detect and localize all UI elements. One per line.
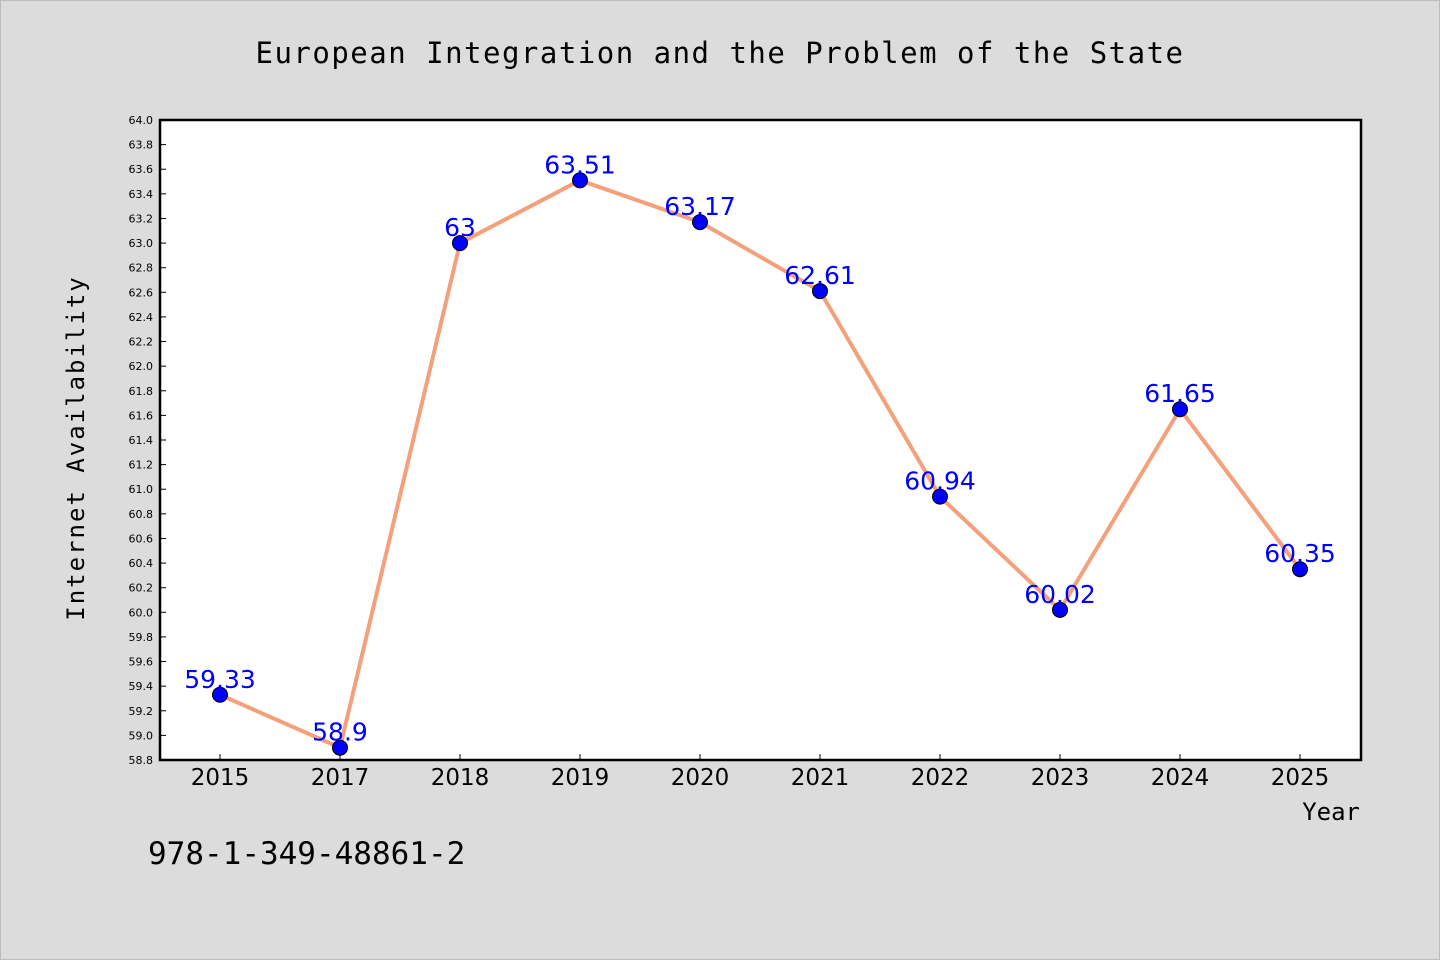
y-tick-label: 62.8 [129,262,154,275]
y-tick-label: 63.2 [129,212,154,225]
x-tick-label: 2015 [191,765,250,791]
data-label: 63 [444,213,476,242]
y-tick-label: 58.8 [129,754,154,767]
y-tick-label: 63.0 [129,237,154,250]
y-tick-label: 60.0 [129,606,154,619]
data-point [332,739,348,756]
x-tick-label: 2022 [911,765,970,791]
y-tick-label: 63.8 [129,139,154,152]
y-tick-label: 60.4 [129,557,154,570]
series-line [218,178,1302,750]
data-label: 59.33 [184,665,256,694]
data-point [932,488,948,505]
data-point [572,172,588,189]
x-axis-label: Year [1302,798,1360,826]
x-tick-label: 2021 [791,765,850,791]
y-tick-label: 63.4 [129,188,154,201]
data-point [452,235,468,252]
y-axis-label: Internet Availability [62,275,90,620]
y-tick-label: 59.6 [129,656,154,669]
x-tick-label: 2018 [431,765,490,791]
y-tick-label: 63.6 [129,163,154,176]
data-point [812,283,828,300]
y-tick-label: 64.0 [129,114,154,127]
y-tick-label: 60.6 [129,532,154,545]
y-tick-label: 59.0 [129,729,154,742]
plot-area [160,120,1361,760]
data-point [692,214,708,231]
y-tick-label: 59.8 [129,631,154,644]
y-tick-label: 61.4 [129,434,154,447]
data-label: 61.65 [1144,379,1216,408]
x-tick-label: 2023 [1031,765,1090,791]
isbn-text: 978-1-349-48861-2 [148,836,465,872]
y-tick-label: 59.2 [129,705,154,718]
data-label: 62.61 [784,261,856,290]
y-axis: 58.8 59.0 59.2 59.4 59.6 59.8 60.0 60.2 60.4 60.6… [129,114,166,767]
data-point [212,686,228,703]
y-tick-label: 62.0 [129,360,154,373]
series-layer: 59.33 58.9 63 63.51 63.17 62.61 60.94 60.02 61.6… [184,150,1336,756]
x-tick-label: 2024 [1151,765,1210,791]
data-point [1172,401,1188,418]
data-label: 60.02 [1024,580,1096,609]
data-point [1292,561,1308,578]
y-tick-label: 59.4 [129,680,154,693]
y-tick-label: 60.8 [129,508,154,521]
y-tick-label: 62.4 [129,311,154,324]
data-label: 60.94 [904,467,976,496]
y-tick-label: 60.2 [129,582,154,595]
x-tick-label: 2019 [551,765,610,791]
data-point [1052,601,1068,618]
chart-title: European Integration and the Problem of … [255,36,1184,70]
y-tick-label: 61.2 [129,459,154,472]
data-label: 60.35 [1264,539,1336,568]
y-tick-label: 61.0 [129,483,154,496]
data-label: 63.17 [664,192,736,221]
y-tick-label: 61.8 [129,385,154,398]
x-axis: 2015 2017 2018 2019 2020 2021 2022 2023 2024 2025 [191,754,1330,791]
y-tick-label: 62.6 [129,286,154,299]
y-tick-label: 62.2 [129,336,154,349]
x-tick-label: 2025 [1271,765,1330,791]
x-tick-label: 2017 [311,765,370,791]
data-label: 58.9 [312,718,368,747]
plot-border [158,118,1363,762]
data-label: 63.51 [544,150,616,179]
y-tick-label: 61.6 [129,409,154,422]
x-tick-label: 2020 [671,765,730,791]
